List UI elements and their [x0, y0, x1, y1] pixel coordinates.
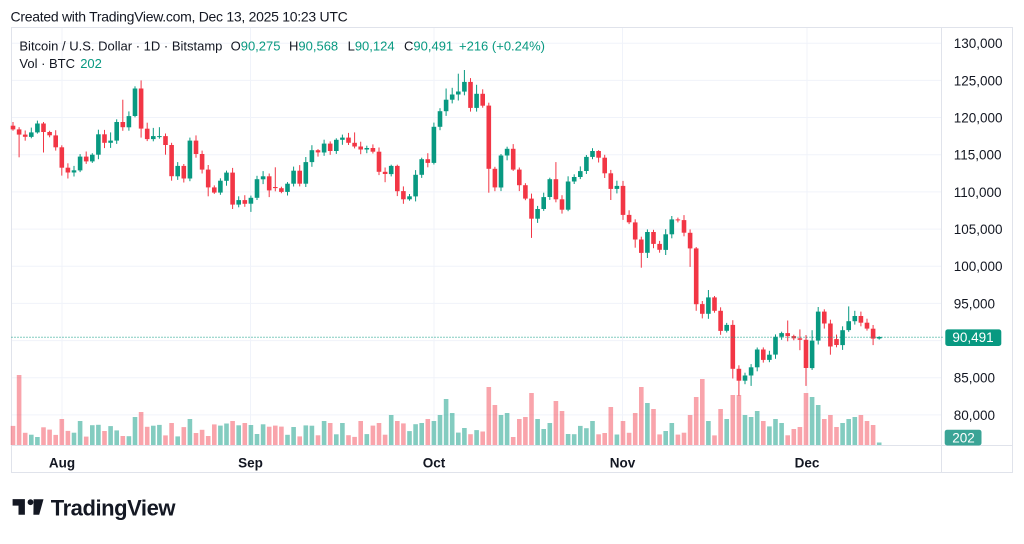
svg-text:105,000: 105,000 [954, 222, 1003, 237]
svg-text:Sep: Sep [238, 455, 263, 470]
svg-text:110,000: 110,000 [954, 185, 1002, 200]
svg-text:Dec: Dec [795, 455, 820, 470]
svg-text:125,000: 125,000 [954, 73, 1003, 88]
svg-text:Nov: Nov [610, 455, 636, 470]
svg-text:115,000: 115,000 [954, 148, 1002, 163]
svg-text:L90,124: L90,124 [348, 39, 395, 54]
svg-text:H90,568: H90,568 [289, 39, 338, 54]
svg-text:130,000: 130,000 [954, 36, 1003, 51]
svg-text:TradingView: TradingView [51, 495, 177, 520]
svg-text:120,000: 120,000 [954, 110, 1003, 125]
svg-text:Created with TradingView.com,: Created with TradingView.com, Dec 13, 20… [11, 9, 348, 25]
svg-text:Bitcoin / U.S. Dollar · 1D · B: Bitcoin / U.S. Dollar · 1D · Bitstamp [19, 39, 222, 54]
svg-text:O90,275: O90,275 [231, 39, 281, 54]
svg-text:80,000: 80,000 [954, 408, 995, 423]
svg-text:202: 202 [80, 56, 102, 71]
svg-text:95,000: 95,000 [954, 296, 995, 311]
svg-text:202: 202 [952, 431, 975, 446]
svg-text:+216 (+0.24%): +216 (+0.24%) [459, 39, 545, 54]
svg-text:C90,491: C90,491 [404, 39, 453, 54]
svg-text:Oct: Oct [423, 455, 446, 470]
svg-text:85,000: 85,000 [954, 371, 995, 386]
svg-text:90,491: 90,491 [952, 330, 993, 345]
svg-text:100,000: 100,000 [954, 259, 1003, 274]
svg-text:Vol · BTC: Vol · BTC [19, 56, 75, 71]
svg-text:Aug: Aug [49, 455, 75, 470]
